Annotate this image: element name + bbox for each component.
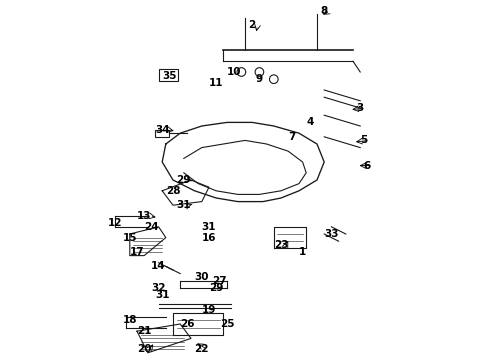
Text: 6: 6 bbox=[364, 161, 371, 171]
Text: 22: 22 bbox=[195, 344, 209, 354]
Text: 11: 11 bbox=[209, 78, 223, 88]
Text: 9: 9 bbox=[256, 74, 263, 84]
Text: 19: 19 bbox=[202, 305, 216, 315]
Text: 34: 34 bbox=[155, 125, 170, 135]
Text: 2: 2 bbox=[248, 20, 256, 30]
Bar bbox=[159, 69, 178, 81]
Text: 3: 3 bbox=[357, 103, 364, 113]
Text: 12: 12 bbox=[108, 218, 122, 228]
Text: 29: 29 bbox=[176, 175, 191, 185]
Text: 29: 29 bbox=[209, 283, 223, 293]
Text: 35: 35 bbox=[162, 71, 177, 81]
Text: 27: 27 bbox=[213, 276, 227, 286]
Text: 33: 33 bbox=[324, 229, 339, 239]
Text: 31: 31 bbox=[155, 290, 170, 300]
Text: 31: 31 bbox=[202, 222, 216, 232]
Text: 32: 32 bbox=[151, 283, 166, 293]
Text: 7: 7 bbox=[288, 132, 295, 142]
Text: 1: 1 bbox=[299, 247, 306, 257]
Text: 24: 24 bbox=[144, 222, 159, 232]
Text: 15: 15 bbox=[122, 233, 137, 243]
Text: 18: 18 bbox=[122, 315, 137, 325]
Text: 20: 20 bbox=[137, 344, 151, 354]
Text: 8: 8 bbox=[320, 6, 328, 16]
Text: 5: 5 bbox=[360, 135, 368, 145]
Bar bbox=[155, 130, 170, 137]
Text: 4: 4 bbox=[306, 117, 314, 127]
Text: 23: 23 bbox=[274, 240, 288, 250]
Text: 13: 13 bbox=[137, 211, 151, 221]
Text: 21: 21 bbox=[137, 326, 151, 336]
Text: 26: 26 bbox=[180, 319, 195, 329]
Text: 14: 14 bbox=[151, 261, 166, 271]
Text: 25: 25 bbox=[220, 319, 234, 329]
Text: 10: 10 bbox=[227, 67, 242, 77]
Text: 16: 16 bbox=[202, 233, 216, 243]
Text: 28: 28 bbox=[166, 186, 180, 196]
Text: 17: 17 bbox=[130, 247, 145, 257]
Text: 30: 30 bbox=[195, 272, 209, 282]
Text: 31: 31 bbox=[176, 200, 191, 210]
